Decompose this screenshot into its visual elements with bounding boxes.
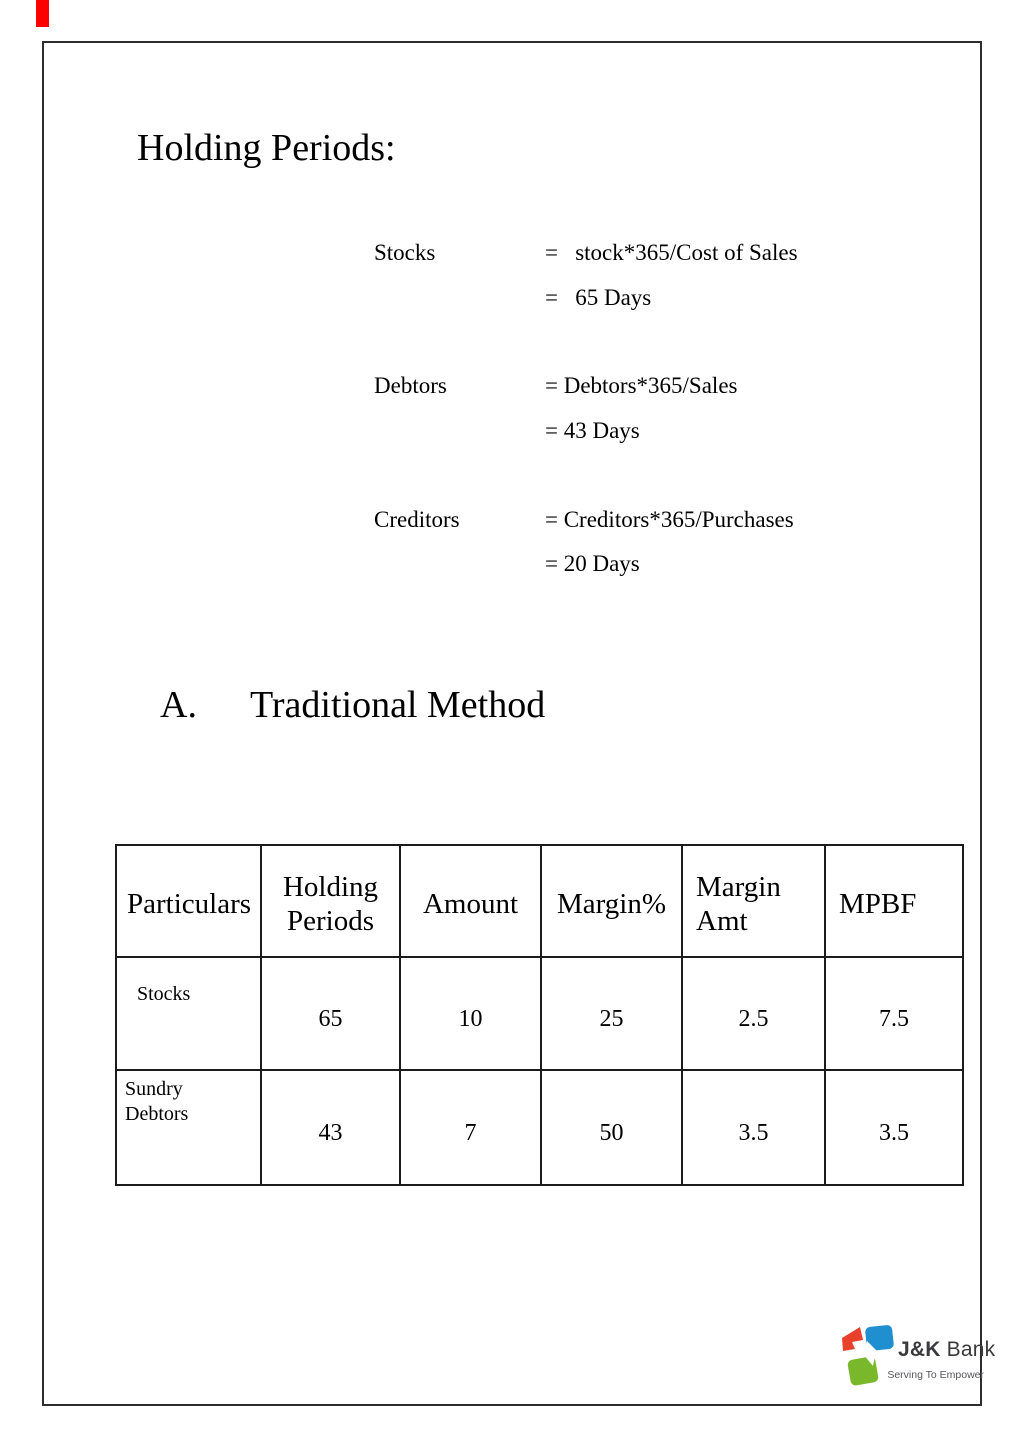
table-row-stocks-label: Stocks — [117, 958, 262, 1071]
col-header-mpbf: MPBF — [826, 846, 962, 958]
formula-debtors-result: = 43 Days — [545, 418, 640, 443]
logo-tagline: Serving To Empower — [887, 1369, 984, 1381]
section-heading: Traditional Method — [250, 684, 546, 726]
page-title: Holding Periods: — [137, 127, 396, 169]
formula-label-debtors: Debtors — [374, 373, 447, 398]
red-corner-mark — [36, 0, 49, 27]
sundry-holding-periods: 43 — [262, 1071, 401, 1184]
sundry-amount: 7 — [401, 1071, 542, 1184]
jk-bank-logo-mark-icon — [842, 1325, 894, 1386]
sundry-margin-amt: 3.5 — [683, 1071, 826, 1184]
sundry-mpbf: 3.5 — [879, 1119, 909, 1146]
sundry-margin-pct: 50 — [542, 1071, 683, 1184]
formula-creditors-expression: = Creditors*365/Purchases — [545, 507, 794, 532]
stocks-margin-amt: 2.5 — [683, 958, 826, 1071]
col-header-margin-amt: Margin Amt — [683, 846, 826, 958]
formula-debtors-expression: = Debtors*365/Sales — [545, 373, 738, 398]
section-letter: A. — [160, 684, 197, 726]
stocks-mpbf: 7.5 — [826, 958, 962, 1071]
formula-label-creditors: Creditors — [374, 507, 460, 532]
formula-stocks-result: = 65 Days — [545, 285, 652, 310]
working-capital-table: Particulars Holding Periods Amount Margi… — [115, 844, 964, 1186]
col-header-particulars: Particulars — [117, 846, 262, 958]
table-row-sundry-debtors-label: Sundry Debtors — [117, 1071, 262, 1184]
jk-bank-logo: J&K Bank Serving To Empower — [796, 1325, 995, 1391]
col-header-margin-pct: Margin% — [542, 846, 683, 958]
stocks-holding-periods: 65 — [262, 958, 401, 1071]
logo-brand-light: Bank — [946, 1338, 996, 1361]
formula-label-stocks: Stocks — [374, 240, 436, 265]
formula-creditors-result: = 20 Days — [545, 551, 640, 576]
stocks-amount: 10 — [401, 958, 542, 1071]
col-header-holding-periods: Holding Periods — [262, 846, 401, 958]
stocks-margin-pct: 25 — [542, 958, 683, 1071]
col-header-amount: Amount — [401, 846, 542, 958]
formula-stocks-expression: = stock*365/Cost of Sales — [545, 240, 798, 265]
logo-brand-bold: J&K — [898, 1338, 941, 1361]
document-page: Holding Periods: Stocks = stock*365/Cost… — [42, 41, 995, 1406]
